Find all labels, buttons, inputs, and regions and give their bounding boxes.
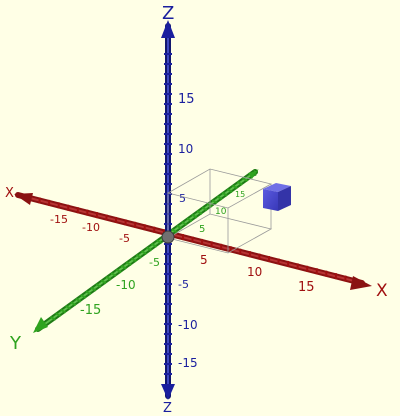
x-axis-positive-name: X xyxy=(376,281,388,301)
x-axis: X X -15 -10 -5 5 10 15 xyxy=(5,186,388,301)
y-axis-tick xyxy=(171,228,178,234)
x-axis-negative-name: X xyxy=(5,186,14,201)
y-axis-positive-name: Y xyxy=(252,169,259,179)
y-axis-tick xyxy=(140,250,147,256)
y-axis-tick xyxy=(115,268,122,274)
y-axis: Y Y 5 10 15 -5 -10 -15 xyxy=(9,169,259,354)
y-axis-tick xyxy=(221,191,228,197)
y-tick-label-neg10: -10 xyxy=(116,278,136,292)
x-tick-label-neg15: -15 xyxy=(50,213,68,226)
y-axis-tick xyxy=(191,213,198,219)
y-axis-tick xyxy=(130,257,137,263)
y-tick-label-neg5: -5 xyxy=(149,256,160,269)
y-axis-tick xyxy=(216,195,223,201)
y-axis-tick xyxy=(151,242,158,248)
z-axis-negative-name: Z xyxy=(163,401,172,416)
y-axis-tick xyxy=(85,290,92,296)
y-axis-tick xyxy=(80,294,87,299)
z-tick-label-5: 5 xyxy=(179,192,186,205)
y-axis-positive-arrow-icon xyxy=(248,171,257,179)
y-axis-tick xyxy=(65,305,72,310)
z-tick-label-neg10: -10 xyxy=(178,318,198,332)
z-axis: Z Z 15 10 5 -5 -10 -15 xyxy=(161,3,198,416)
y-axis-negative-name: Y xyxy=(9,333,22,354)
y-axis-tick xyxy=(110,272,117,277)
y-axis-tick xyxy=(226,188,233,193)
y-axis-tick xyxy=(156,239,163,245)
origin-point xyxy=(161,230,175,244)
y-axis-tick xyxy=(241,177,248,183)
y-axis-tick xyxy=(60,308,67,314)
y-axis-tick xyxy=(120,264,127,270)
y-axis-tick xyxy=(105,275,112,281)
z-tick-label-15: 15 xyxy=(178,92,195,107)
z-tick-label-neg15: -15 xyxy=(178,356,198,370)
y-tick-label-10: 10 xyxy=(215,207,227,217)
y-axis-tick xyxy=(211,199,218,204)
y-tick-label-5: 5 xyxy=(199,224,205,235)
x-axis-negative-arrow-icon xyxy=(14,193,33,205)
x-tick-label-10: 10 xyxy=(247,265,262,279)
y-axis-tick xyxy=(95,283,102,288)
y-axis-tick xyxy=(125,261,132,266)
y-axis-tick xyxy=(196,210,203,215)
y-tick-label-15: 15 xyxy=(235,190,245,199)
y-axis-tick xyxy=(231,184,238,190)
y-axis-tick xyxy=(181,221,188,226)
z-axis-negative-arrow-icon xyxy=(161,384,175,400)
x-tick-label-5: 5 xyxy=(200,253,208,267)
y-axis-tick xyxy=(186,217,193,223)
y-axis-tick xyxy=(145,246,153,252)
guide-box xyxy=(166,168,273,254)
y-axis-tick xyxy=(135,253,142,259)
y-axis-tick xyxy=(55,312,62,318)
y-axis-tick xyxy=(75,297,82,303)
y-axis-negative-arrow-icon xyxy=(33,317,48,333)
y-axis-tick xyxy=(100,279,107,285)
z-tick-label-neg5: -5 xyxy=(178,278,189,291)
z-axis-positive-arrow-icon xyxy=(161,20,175,38)
y-axis-tick xyxy=(90,286,97,292)
y-axis-tick xyxy=(50,315,57,321)
x-tick-label-neg5: -5 xyxy=(119,232,130,245)
x-tick-label-neg10: -10 xyxy=(82,221,100,234)
z-axis-positive-name: Z xyxy=(162,3,174,24)
point-cube[interactable] xyxy=(263,183,291,211)
y-axis-tick xyxy=(70,301,77,307)
y-axis-tick xyxy=(176,224,183,230)
y-tick-label-neg15: -15 xyxy=(80,303,101,318)
x-axis-positive-arrow-icon xyxy=(350,276,372,290)
y-axis-tick xyxy=(201,206,208,212)
x-tick-label-15: 15 xyxy=(298,280,315,295)
z-tick-label-10: 10 xyxy=(178,142,193,156)
y-axis-tick xyxy=(236,180,243,186)
